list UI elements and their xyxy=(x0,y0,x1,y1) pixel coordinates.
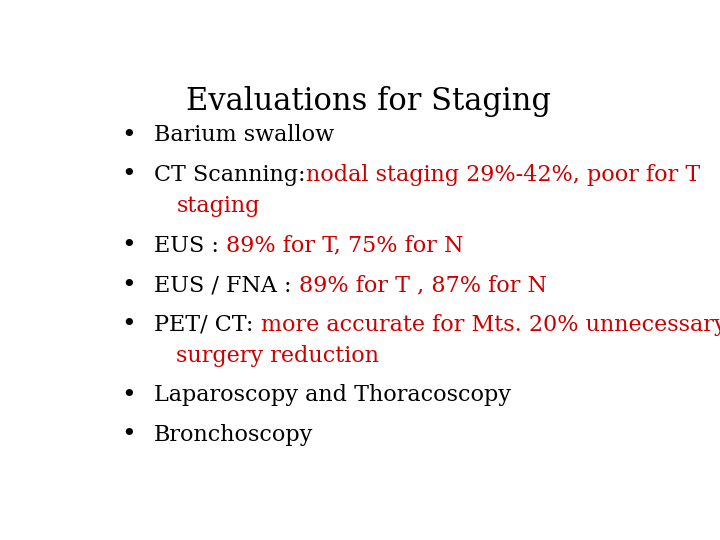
Text: •: • xyxy=(122,423,136,447)
Text: nodal staging 29%-42%, poor for T: nodal staging 29%-42%, poor for T xyxy=(306,164,700,186)
Text: •: • xyxy=(122,384,136,407)
Text: EUS :: EUS : xyxy=(154,235,226,256)
Text: 89% for T, 75% for N: 89% for T, 75% for N xyxy=(226,235,464,256)
Text: Bronchoscopy: Bronchoscopy xyxy=(154,424,313,446)
Text: PET/ CT:: PET/ CT: xyxy=(154,314,261,336)
Text: CT Scanning:: CT Scanning: xyxy=(154,164,306,186)
Text: Evaluations for Staging: Evaluations for Staging xyxy=(186,85,552,117)
Text: Barium swallow: Barium swallow xyxy=(154,125,334,146)
Text: •: • xyxy=(122,234,136,257)
Text: 89% for T , 87% for N: 89% for T , 87% for N xyxy=(299,274,546,296)
Text: surgery reduction: surgery reduction xyxy=(176,345,379,367)
Text: Laparoscopy and Thoracoscopy: Laparoscopy and Thoracoscopy xyxy=(154,384,511,407)
Text: •: • xyxy=(122,164,136,186)
Text: •: • xyxy=(122,313,136,336)
Text: more accurate for Mts. 20% unnecessary: more accurate for Mts. 20% unnecessary xyxy=(261,314,720,336)
Text: staging: staging xyxy=(176,195,260,217)
Text: •: • xyxy=(122,124,136,147)
Text: EUS / FNA :: EUS / FNA : xyxy=(154,274,299,296)
Text: •: • xyxy=(122,274,136,296)
